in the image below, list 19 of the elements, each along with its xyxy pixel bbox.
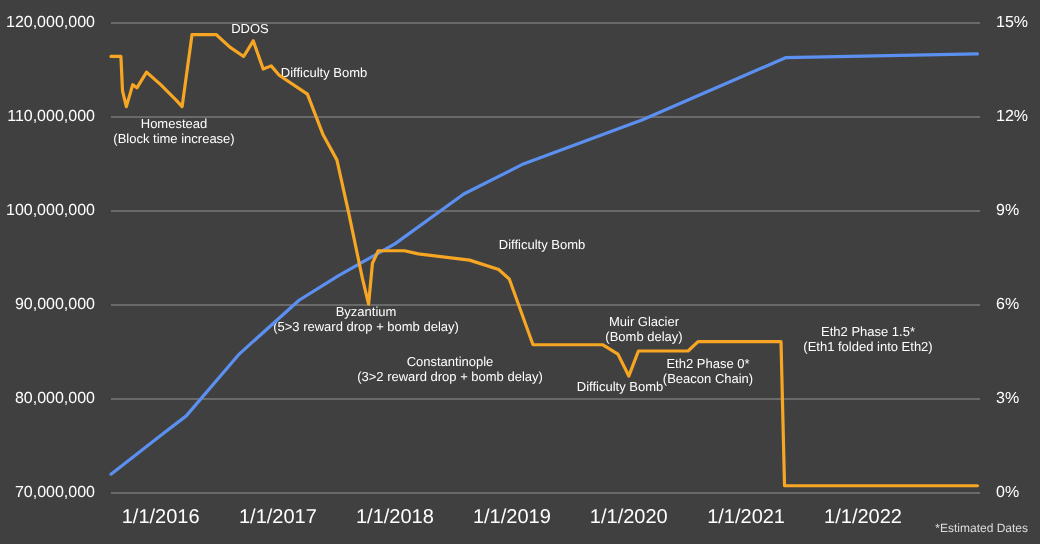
y-tick-label: 80,000,000: [14, 389, 97, 407]
y-tick-label: 120,000,000: [5, 13, 97, 31]
x-tick-label: 1/1/2017: [238, 507, 318, 529]
x-tick-label: 1/1/2016: [121, 507, 201, 529]
x-tick-label: 1/1/2020: [589, 507, 669, 529]
y-tick-label: 110,000,000: [7, 107, 97, 125]
x-tick-label: 1/1/2021: [707, 507, 786, 529]
y2-tick-label: 3%: [996, 389, 1020, 407]
x-tick-label: 1/1/2019: [472, 507, 552, 529]
y2-tick-label: 12%: [996, 107, 1029, 125]
y2-tick-label: 9%: [996, 201, 1020, 219]
y2-tick-label: 6%: [996, 295, 1020, 313]
y-tick-label: 90,000,000: [14, 295, 97, 313]
y-tick-label: 100,000,000: [5, 201, 97, 219]
y2-tick-label: 0%: [996, 483, 1020, 501]
x-tick-label: 1/1/2022: [824, 507, 903, 529]
y2-tick-label: 15%: [996, 13, 1029, 31]
y-tick-label: 70,000,000: [14, 483, 97, 501]
x-tick-label: 1/1/2018: [355, 507, 435, 529]
